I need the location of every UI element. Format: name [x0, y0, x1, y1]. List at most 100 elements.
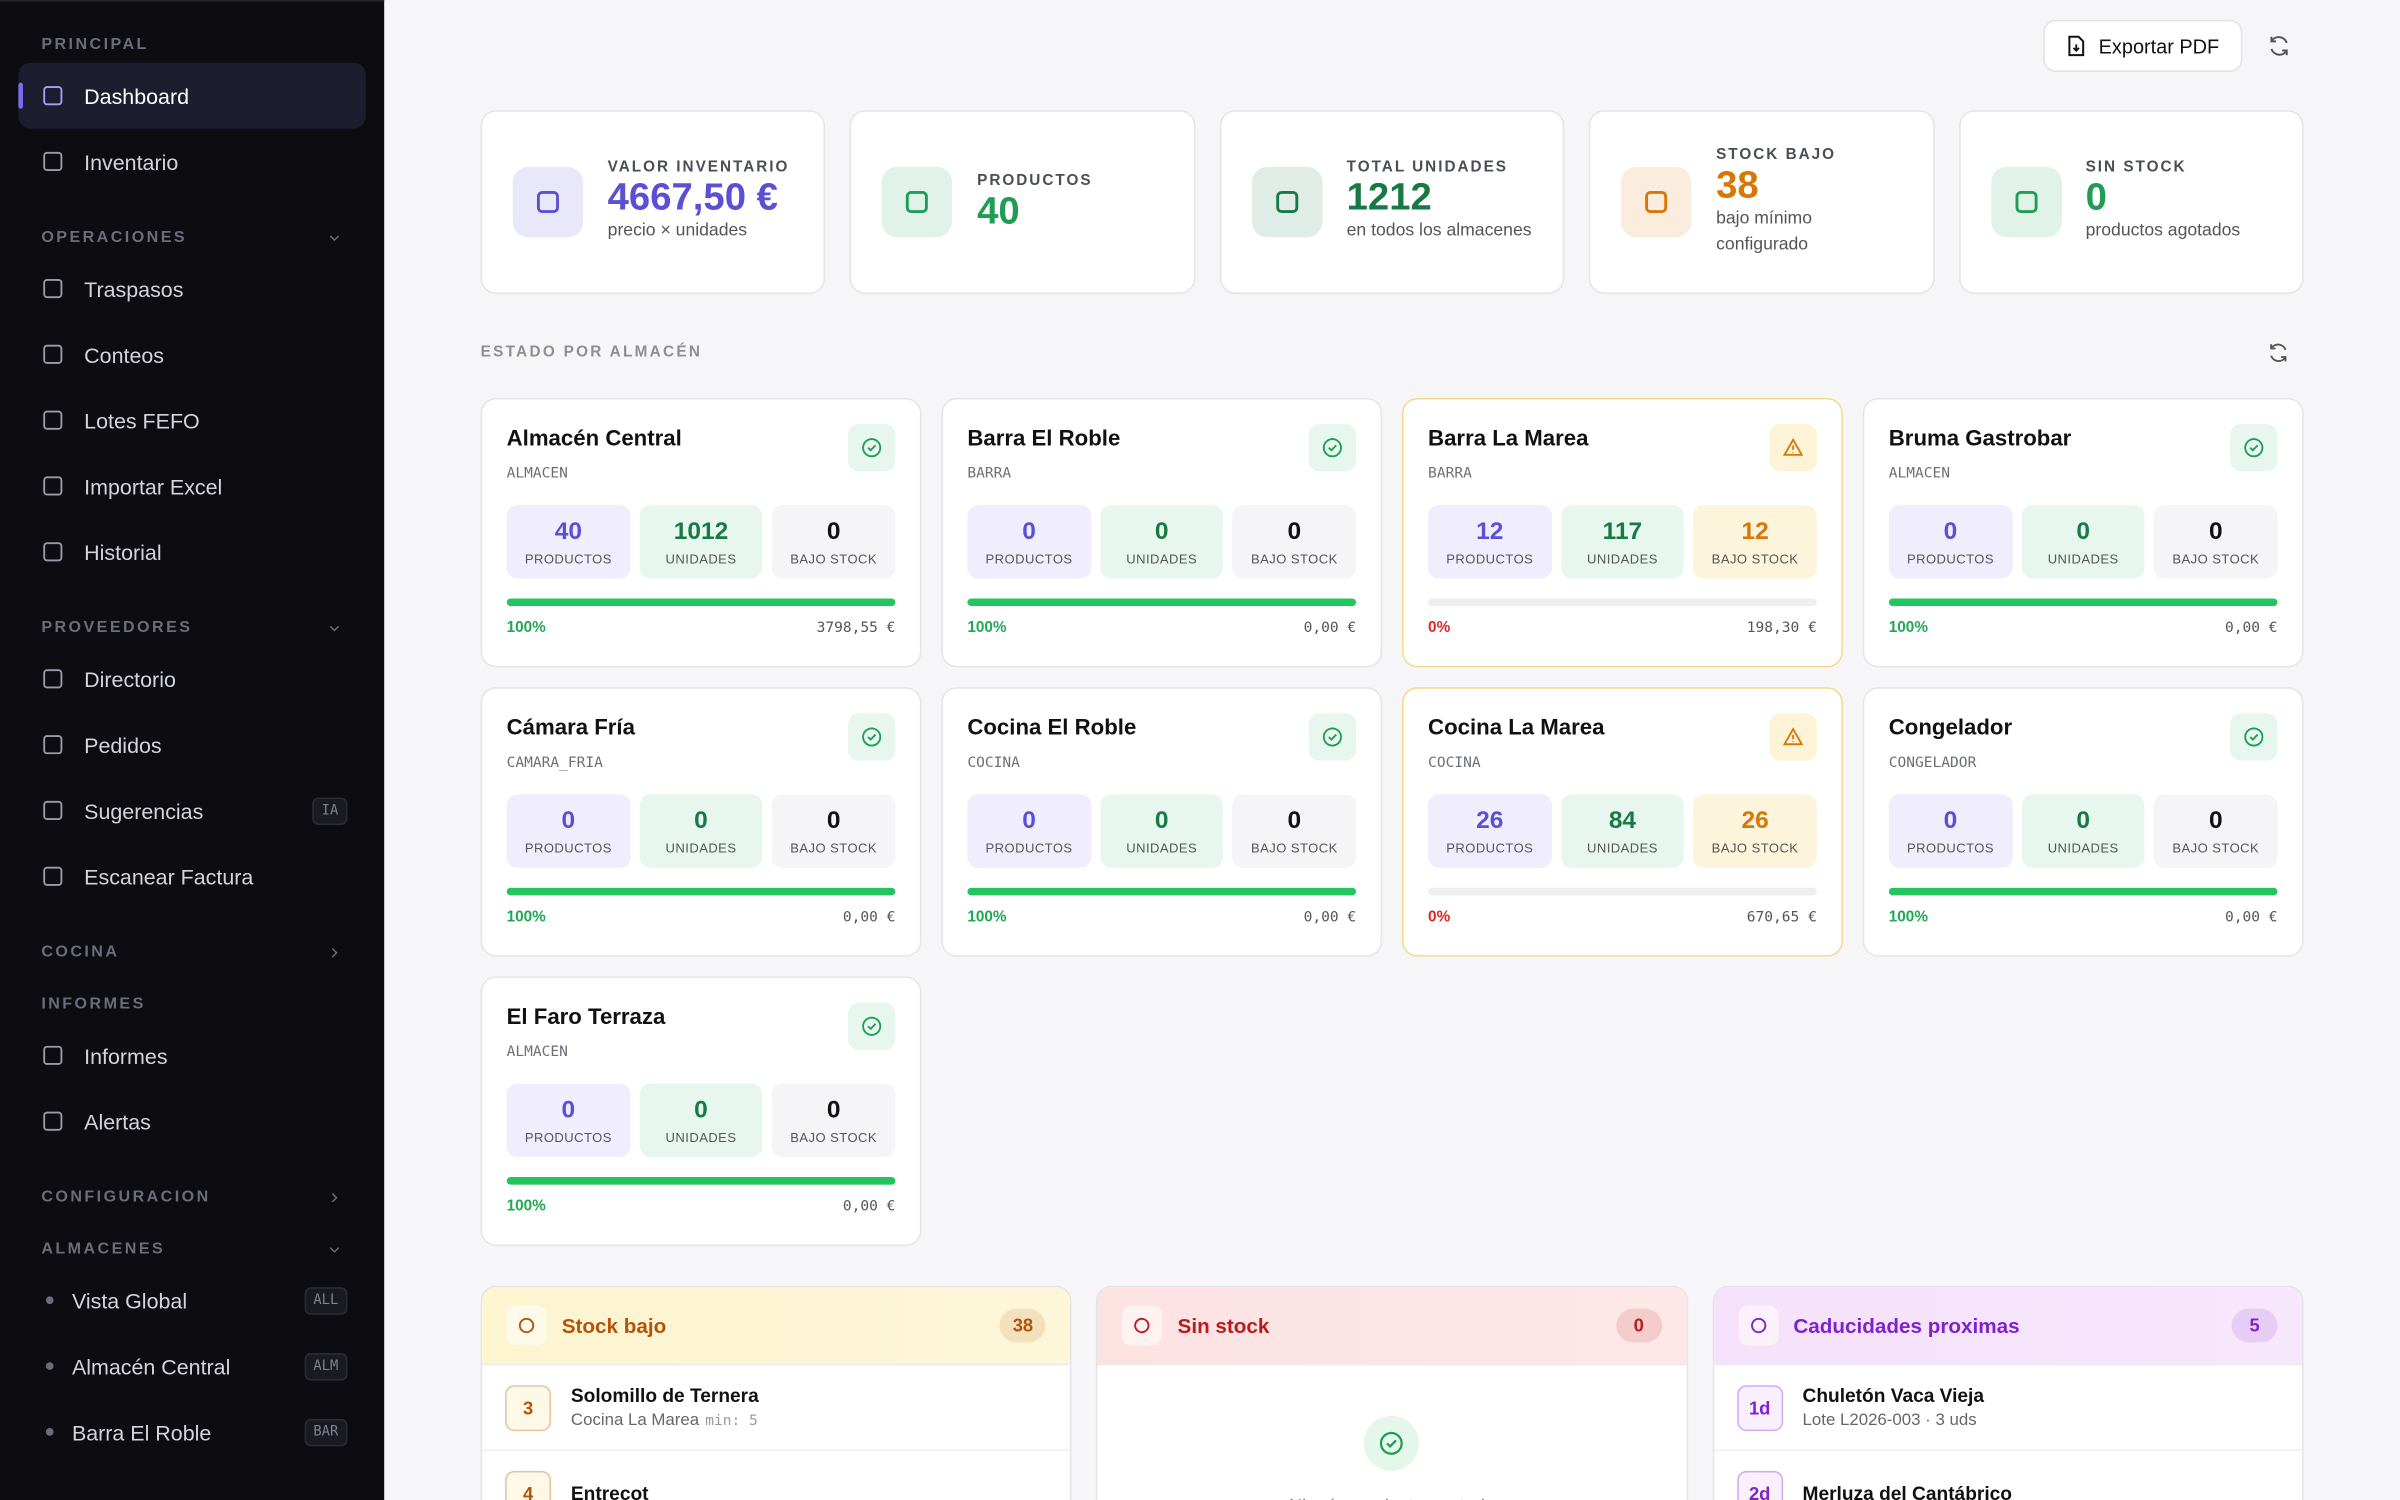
panel-title: Caducidades proximas [1793, 1314, 2020, 1337]
stock-value: 198,30 € [1746, 619, 1817, 637]
nav-item[interactable]: Inventario [18, 129, 365, 195]
panel-header: Caducidades proximas 5 [1713, 1287, 2303, 1366]
refresh-warehouses[interactable] [2267, 341, 2290, 364]
warehouse-card[interactable]: Barra El Roble BARRA 0 PRODUCTOS 0 UNIDADES 0 B… [941, 397, 1383, 668]
nav-item[interactable]: Alertas [18, 1088, 365, 1154]
nav-icon [43, 866, 63, 886]
stat-label: BAJO STOCK [2172, 551, 2260, 567]
nav-label: Almacén Central [71, 1353, 231, 1379]
nav-item[interactable]: Historial [18, 519, 365, 585]
warehouse-type: CAMARA_FRIA [506, 754, 603, 772]
nav-item[interactable]: Vista Global ALL [18, 1267, 365, 1333]
percent: 0% [1428, 909, 1451, 927]
progress-fill [506, 887, 896, 896]
percent: 0% [1428, 619, 1451, 637]
nav-item[interactable]: Dashboard [18, 62, 366, 129]
status-icon [2230, 713, 2278, 761]
nav-item[interactable]: Lotes FEFO [18, 387, 365, 453]
nav-label: Sugerencias [84, 798, 204, 823]
section-header[interactable]: COCINA [0, 943, 384, 961]
warehouse-card[interactable]: Almacén Central ALMACEN 40 PRODUCTOS 1012 UNI… [480, 397, 922, 668]
status-icon [847, 1002, 896, 1050]
pdf-icon [2068, 35, 2085, 57]
stat-label: PRODUCTOS [1446, 551, 1534, 567]
stat-value: 12 [1476, 518, 1504, 545]
warehouse-card[interactable]: Congelador CONGELADOR 0 PRODUCTOS 0 UNIDADES 0… [1862, 687, 2304, 957]
kpi-sub: productos agotados [2085, 221, 2241, 241]
export-button[interactable]: Exportar PDF [2043, 19, 2243, 72]
nav-item[interactable]: Sugerencias IA [18, 778, 365, 844]
kpi-label: PRODUCTOS [977, 172, 1093, 190]
warehouse-name: Almacén Central [506, 427, 682, 452]
kpi-text: TOTAL UNIDADES 1212 en todos los almacenes [1347, 159, 1532, 245]
panel-row[interactable]: 3 Solomillo de Ternera Cocina La Marea min:… [482, 1365, 1071, 1452]
panel-row[interactable]: 2d Merluza del Cantábrico [1714, 1451, 2302, 1500]
stat-label: PRODUCTOS [524, 551, 612, 567]
row-name: Chuletón Vaca Vieja [1802, 1385, 1985, 1407]
progress-fill [1888, 598, 2278, 607]
row-badge: 2d [1736, 1470, 1783, 1500]
nav-item[interactable]: Escanear Factura [18, 843, 365, 909]
panel-icon [1738, 1305, 1779, 1346]
panel-row[interactable]: 4 Entrecot [482, 1451, 1070, 1500]
warehouse-card[interactable]: Bruma Gastrobar ALMACEN 0 PRODUCTOS 0 UNIDADE… [1862, 397, 2304, 668]
nav-item[interactable]: Almacén Central ALM [18, 1333, 365, 1399]
nav-item[interactable]: Traspasos [18, 256, 365, 322]
row-text: Chuletón Vaca Vieja Lote L2026-003 · 3 ud… [1803, 1385, 1984, 1429]
nav-label: Historial [84, 539, 162, 565]
percent: 100% [967, 619, 1007, 637]
panel-header: Stock bajo 38 [482, 1287, 1071, 1366]
section-title: PRINCIPAL [41, 35, 149, 54]
kpi-value: 4667,50 € [607, 176, 778, 219]
progress-fill [967, 887, 1357, 896]
section-title: INFORMES [41, 994, 146, 1014]
kpi-card: PRODUCTOS 40 [850, 110, 1196, 294]
section-title: OPERACIONES [41, 228, 188, 247]
warehouse-name: Cocina El Roble [967, 716, 1137, 741]
stat-value: 26 [1741, 808, 1769, 835]
stat-label: UNIDADES [1126, 551, 1198, 567]
nav-icon [43, 410, 63, 430]
nav-icon [43, 476, 63, 496]
stat-box: 12 PRODUCTOS [1428, 505, 1552, 579]
card-footer: 100% 0,00 € [507, 1198, 896, 1215]
stat-label: UNIDADES [2047, 840, 2119, 856]
nav-item[interactable]: Informes [18, 1022, 365, 1088]
stat-value: 26 [1476, 808, 1504, 835]
card-footer: 100% 3798,55 € [507, 620, 896, 637]
kpi-value: 0 [2085, 176, 2107, 219]
warehouse-card[interactable]: Cocina El Roble COCINA 0 PRODUCTOS 0 UNIDADES… [941, 687, 1383, 957]
warehouse-card[interactable]: Barra La Marea BARRA 12 PRODUCTOS 117 UNIDADE… [1402, 397, 1843, 668]
row-badge: 3 [505, 1384, 552, 1431]
warehouse-card[interactable]: Cámara Fría CAMARA_FRIA 0 PRODUCTOS 0 UNIDADE… [480, 687, 922, 957]
panel-count: 5 [2231, 1308, 2278, 1343]
nav-item[interactable]: Conteos [18, 321, 365, 387]
nav-label: Escanear Factura [84, 864, 254, 889]
warehouse-card[interactable]: El Faro Terraza ALMACEN 0 PRODUCTOS 0 UNIDADE… [480, 976, 922, 1246]
nav-item[interactable]: Directorio [18, 646, 365, 712]
sidebar: PRINCIPAL Dashboard Inventario OPERACIONES T… [0, 0, 385, 1500]
warehouse-card[interactable]: Cocina La Marea COCINA 26 PRODUCTOS 84 UNIDAD… [1402, 687, 1843, 957]
nav-item[interactable]: Importar Excel [18, 453, 365, 519]
stat-box: 0 UNIDADES [2021, 794, 2145, 868]
section-header[interactable]: CONFIGURACION [0, 1188, 384, 1206]
row-badge: 1d [1736, 1384, 1783, 1431]
status-icon [847, 713, 896, 761]
section-header[interactable]: ALMACENES [0, 1240, 384, 1258]
progress-fill [967, 598, 1357, 607]
refresh-button[interactable] [2267, 34, 2291, 58]
empty-icon [1364, 1415, 1420, 1471]
nav-item[interactable]: Barra El Roble BAR [18, 1399, 365, 1465]
section-header[interactable]: OPERACIONES [0, 228, 384, 246]
warehouse-type: ALMACEN [1888, 465, 1951, 483]
status-glyph [1322, 438, 1342, 458]
stat-box: 12 BAJO STOCK [1693, 505, 1817, 579]
row-name: Entrecot [570, 1482, 649, 1500]
section-header[interactable]: PROVEEDORES [0, 618, 384, 637]
stat-value: 0 [826, 518, 841, 545]
panel-row[interactable]: 1d Chuletón Vaca Vieja Lote L2026-003 · 3 … [1713, 1365, 2303, 1452]
stat-value: 0 [1943, 808, 1958, 835]
stat-label: PRODUCTOS [524, 840, 612, 856]
nav-item[interactable]: Pedidos [18, 712, 365, 778]
empty-text: Ningún producto agotado [1098, 1495, 1686, 1500]
